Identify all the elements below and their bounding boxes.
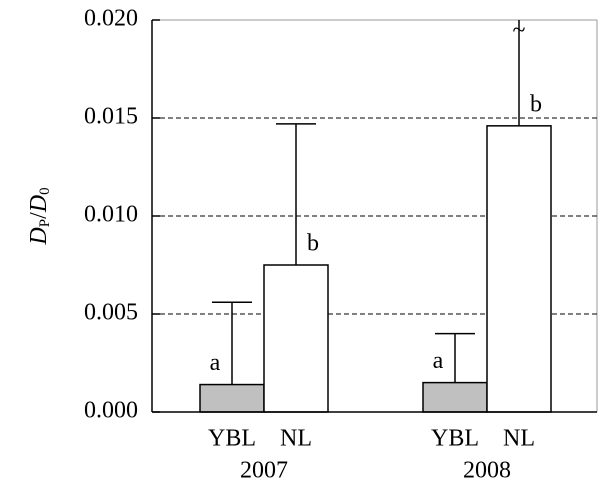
break-mark: ~ <box>513 18 526 44</box>
bar <box>486 125 552 413</box>
bar-label: YBL <box>431 426 479 452</box>
bar <box>263 264 329 413</box>
bar <box>422 381 488 413</box>
y-tick-label: 0.010 <box>84 202 138 228</box>
bar-label: YBL <box>208 426 256 452</box>
bar <box>199 383 265 413</box>
group-label: 2008 <box>463 458 511 484</box>
significance-letter: b <box>307 231 319 257</box>
y-axis-label: DP/D0 <box>26 187 54 245</box>
y-tick-label: 0.020 <box>84 6 138 32</box>
significance-letter: b <box>530 91 542 117</box>
y-tick-label: 0.015 <box>84 104 138 130</box>
significance-letter: a <box>210 350 221 376</box>
significance-letter: a <box>433 348 444 374</box>
bar-label: NL <box>503 426 535 452</box>
y-tick-label: 0.000 <box>84 398 138 424</box>
y-tick-label: 0.005 <box>84 300 138 326</box>
bar-label: NL <box>280 426 312 452</box>
group-label: 2007 <box>240 458 288 484</box>
